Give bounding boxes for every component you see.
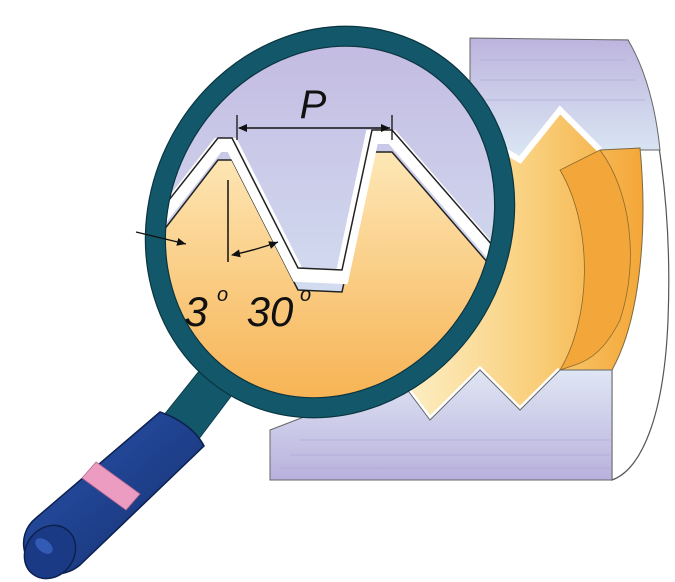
workpiece-orange-end xyxy=(559,149,631,371)
lens-rim xyxy=(145,26,515,418)
angle-30-arc xyxy=(231,241,279,258)
workpiece-hatching xyxy=(280,59,645,469)
angle-3-value: 3 xyxy=(184,288,207,335)
flank-3-dimension xyxy=(135,231,187,246)
angle-30-label: 30 xyxy=(247,288,294,335)
handle-end-highlight xyxy=(35,538,53,554)
pitch-dimension: P xyxy=(236,83,393,140)
lens-rim-outer-line xyxy=(144,25,516,419)
angle-labels: 3 o 30 o xyxy=(184,284,311,335)
magnifying-glass-icon xyxy=(22,369,233,580)
angle-30-value: 30 xyxy=(247,288,294,335)
angle-30-degree: o xyxy=(300,284,311,306)
magnified-thread-profile xyxy=(144,130,526,290)
pitch-label: P xyxy=(300,83,327,127)
flank-3-leader xyxy=(135,231,187,246)
lens-rim-inner-line xyxy=(164,45,496,399)
handle-band xyxy=(81,461,141,511)
angle-3-degree: o xyxy=(217,284,228,306)
angle-3-label: 3 xyxy=(184,288,207,335)
